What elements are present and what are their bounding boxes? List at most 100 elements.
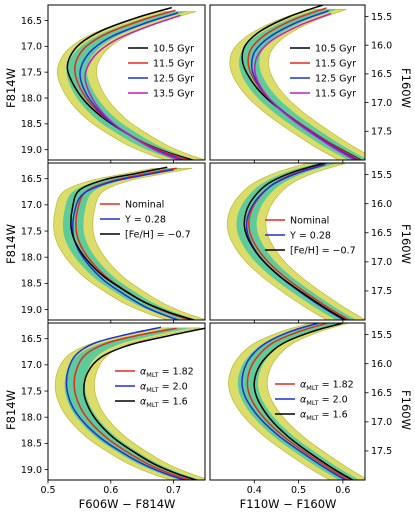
legend-label: αMLT = 1.6 bbox=[140, 397, 188, 410]
panel-middle-left bbox=[53, 166, 205, 320]
y-tick-label: 17.5 bbox=[21, 226, 42, 237]
panel-middle-right bbox=[226, 163, 365, 320]
y-tick-label: 16.5 bbox=[21, 334, 42, 345]
x-tick-label: 0.5 bbox=[40, 485, 55, 496]
isochrone-line bbox=[250, 9, 359, 160]
y-tick-label: 16.0 bbox=[371, 199, 392, 210]
x-tick-label: 0.7 bbox=[166, 485, 181, 496]
y-tick-label: 17.0 bbox=[371, 417, 392, 428]
y-tick-label: 18.5 bbox=[21, 439, 42, 450]
inner-density-band bbox=[64, 327, 201, 480]
y-tick-label: 17.0 bbox=[21, 200, 42, 211]
inner-density-band bbox=[237, 323, 360, 480]
y-tick-label: 19.0 bbox=[21, 145, 42, 156]
legend-label: 11.5 Gyr bbox=[153, 59, 194, 70]
isochrone-line bbox=[253, 12, 357, 160]
y-tick-label: 15.5 bbox=[371, 12, 392, 23]
left-ylabel-bottom: F814W bbox=[4, 390, 18, 430]
y-tick-label: 17.5 bbox=[371, 286, 392, 297]
y-tick-label: 17.0 bbox=[371, 257, 392, 268]
legend-label: Nominal bbox=[125, 200, 164, 211]
panel-frame bbox=[209, 322, 366, 481]
isochrone-line bbox=[83, 327, 205, 480]
y-tick-label: 17.5 bbox=[21, 67, 42, 78]
y-tick-label: 17.5 bbox=[21, 386, 42, 397]
legend-label: αMLT = 1.6 bbox=[300, 410, 348, 423]
y-tick-label: 18.0 bbox=[21, 253, 42, 264]
y-tick-label: 17.0 bbox=[21, 360, 42, 371]
inner-density-band bbox=[239, 9, 365, 160]
right-ylabel-top: F160W bbox=[399, 68, 413, 108]
y-tick-label: 15.5 bbox=[371, 170, 392, 181]
legend-label: Nominal bbox=[290, 216, 329, 227]
legend-label: 11.5 Gyr bbox=[315, 59, 356, 70]
y-tick-label: 16.5 bbox=[371, 69, 392, 80]
legend-label: 13.5 Gyr bbox=[153, 89, 194, 100]
legend-label: 11.5 Gyr bbox=[315, 89, 356, 100]
legend-label: αMLT = 1.82 bbox=[300, 380, 354, 393]
outer-density-band bbox=[53, 168, 205, 320]
y-tick-label: 18.5 bbox=[21, 119, 42, 130]
isochrone-line bbox=[70, 166, 194, 320]
isochrone-line bbox=[73, 327, 193, 480]
isochrone-line bbox=[65, 326, 188, 480]
x-tick-label: 0.5 bbox=[291, 485, 306, 496]
y-tick-label: 19.0 bbox=[21, 465, 42, 476]
y-tick-label: 16.5 bbox=[21, 174, 42, 185]
y-tick-label: 17.0 bbox=[21, 42, 42, 53]
legend-label: αMLT = 2.0 bbox=[140, 382, 188, 395]
legend-label: 10.5 Gyr bbox=[315, 44, 356, 55]
panel-bottom-right bbox=[228, 323, 365, 480]
isochrone-line bbox=[84, 14, 182, 160]
y-tick-label: 16.0 bbox=[371, 359, 392, 370]
panel-frame bbox=[47, 4, 206, 161]
x-tick-label: 0.6 bbox=[103, 485, 118, 496]
y-tick-label: 18.0 bbox=[21, 413, 42, 424]
isochrone-line bbox=[243, 163, 348, 320]
panel-top-right bbox=[229, 5, 365, 160]
panel-frame bbox=[47, 162, 206, 321]
left-xlabel: F606W − F814W bbox=[79, 497, 176, 511]
panels: 16.5 17.0 17.5 18.0 18.5 19.0 10.5 Gyr 11.5 Gyr… bbox=[21, 4, 392, 496]
isochrone-line bbox=[241, 323, 348, 480]
legend-label: 10.5 Gyr bbox=[153, 44, 194, 55]
isochrone-line bbox=[246, 323, 351, 480]
inner-density-band bbox=[66, 11, 196, 160]
isochrone-line bbox=[72, 169, 181, 320]
y-tick-label: 16.5 bbox=[371, 388, 392, 399]
legend-label: 12.5 Gyr bbox=[153, 74, 194, 85]
left-ylabel-middle: F814W bbox=[4, 224, 18, 264]
y-tick-label: 18.0 bbox=[21, 93, 42, 104]
x-tick-label: 0.4 bbox=[247, 485, 262, 496]
y-tick-label: 17.5 bbox=[371, 127, 392, 138]
legend-label: 12.5 Gyr bbox=[315, 74, 356, 85]
right-ylabel-bottom: F160W bbox=[399, 390, 413, 430]
isochrone-line bbox=[247, 7, 362, 160]
x-tick-label: 0.6 bbox=[335, 485, 350, 496]
y-tick-label: 16.5 bbox=[371, 228, 392, 239]
panel-frame bbox=[209, 162, 366, 321]
y-tick-label: 18.5 bbox=[21, 279, 42, 290]
legend-label: αMLT = 2.0 bbox=[300, 395, 348, 408]
right-ylabel-middle: F160W bbox=[399, 224, 413, 264]
panel-frame bbox=[47, 322, 206, 481]
y-tick-label: 15.5 bbox=[371, 330, 392, 341]
left-ylabel-top: F814W bbox=[4, 68, 18, 108]
y-tick-label: 19.0 bbox=[21, 305, 42, 316]
legend-label: Y = 0.28 bbox=[124, 215, 166, 226]
right-xlabel: F110W − F160W bbox=[240, 497, 337, 511]
panel-frame bbox=[209, 4, 366, 161]
panel-top-left bbox=[56, 6, 205, 160]
legend-label: Y = 0.28 bbox=[289, 231, 331, 242]
y-tick-label: 16.0 bbox=[371, 40, 392, 51]
legend-label: [Fe/H] = −0.7 bbox=[125, 230, 191, 241]
y-tick-label: 16.5 bbox=[21, 16, 42, 27]
isochrone-line bbox=[253, 323, 355, 480]
isochrone-line bbox=[74, 9, 192, 160]
legend-label: [Fe/H] = −0.7 bbox=[290, 246, 356, 257]
panel-bottom-left bbox=[54, 326, 205, 480]
y-tick-label: 17.0 bbox=[371, 98, 392, 109]
legend-label: αMLT = 1.82 bbox=[140, 367, 194, 380]
inner-density-band bbox=[63, 168, 198, 320]
